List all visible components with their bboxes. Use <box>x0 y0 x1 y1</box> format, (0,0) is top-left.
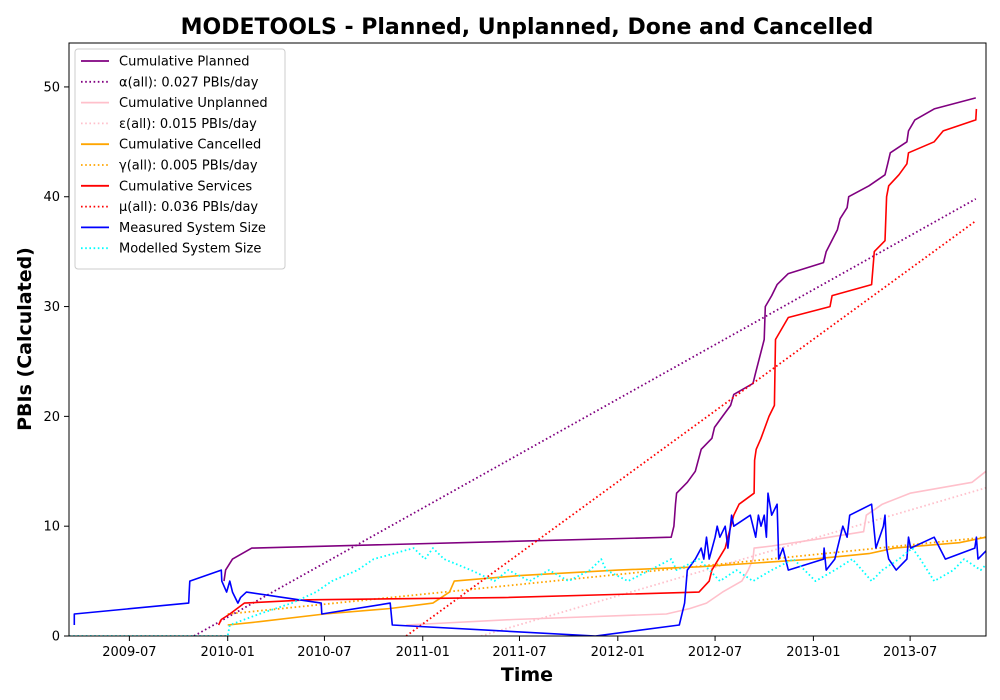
legend-box <box>74 48 286 270</box>
x-axis: 2009-07 2010-01 2010-07 2011-01 2011-07 2012-… <box>102 636 937 660</box>
legend-label: γ(all): 0.005 PBIs/day <box>119 159 258 174</box>
y-tick-label: 10 <box>43 520 60 535</box>
x-tick-label: 2012-01 <box>591 645 645 660</box>
legend-label: Cumulative Cancelled <box>119 138 261 153</box>
legend-label: ε(all): 0.015 PBIs/day <box>119 117 257 132</box>
x-tick-label: 2013-07 <box>883 645 937 660</box>
series-line-8 <box>73 492 986 636</box>
x-tick-label: 2010-01 <box>201 645 255 660</box>
x-tick-label: 2012-07 <box>688 645 742 660</box>
series-layer <box>69 97 986 636</box>
legend-label: μ(all): 0.036 PBIs/day <box>119 200 258 215</box>
legend-label: α(all): 0.027 PBIs/day <box>119 75 259 90</box>
series-line-5 <box>227 536 986 615</box>
y-tick-label: 20 <box>43 410 60 425</box>
y-tick-label: 30 <box>43 300 60 315</box>
x-tick-label: 2013-01 <box>786 645 840 660</box>
legend-label: Measured System Size <box>119 221 266 236</box>
series-line-4 <box>227 536 986 626</box>
y-tick-label: 50 <box>43 80 60 95</box>
y-axis-label: PBIs (Calculated) <box>14 247 36 431</box>
legend-label: Cumulative Unplanned <box>119 96 268 111</box>
legend-label: Cumulative Planned <box>119 55 249 70</box>
x-tick-label: 2010-07 <box>297 645 351 660</box>
x-tick-label: 2011-07 <box>492 645 546 660</box>
series-line-9 <box>69 547 986 636</box>
x-axis-label: Time <box>501 664 553 686</box>
legend-label: Modelled System Size <box>119 242 261 257</box>
legend-label: Cumulative Services <box>119 179 252 194</box>
x-tick-label: 2009-07 <box>102 645 156 660</box>
x-tick-label: 2011-01 <box>396 645 450 660</box>
plot-frame <box>68 42 987 637</box>
series-line-2 <box>406 470 986 626</box>
legend: Cumulative Planned α(all): 0.027 PBIs/day… <box>74 48 286 270</box>
y-tick-label: 40 <box>43 190 60 205</box>
series-line-6 <box>217 108 978 626</box>
chart-title: MODETOOLS - Planned, Unplanned, Done and… <box>181 15 874 40</box>
series-line-0 <box>223 97 977 582</box>
y-axis: 0 10 20 30 40 50 <box>43 80 69 645</box>
y-tick-label: 0 <box>52 630 60 645</box>
series-line-1 <box>193 198 977 636</box>
